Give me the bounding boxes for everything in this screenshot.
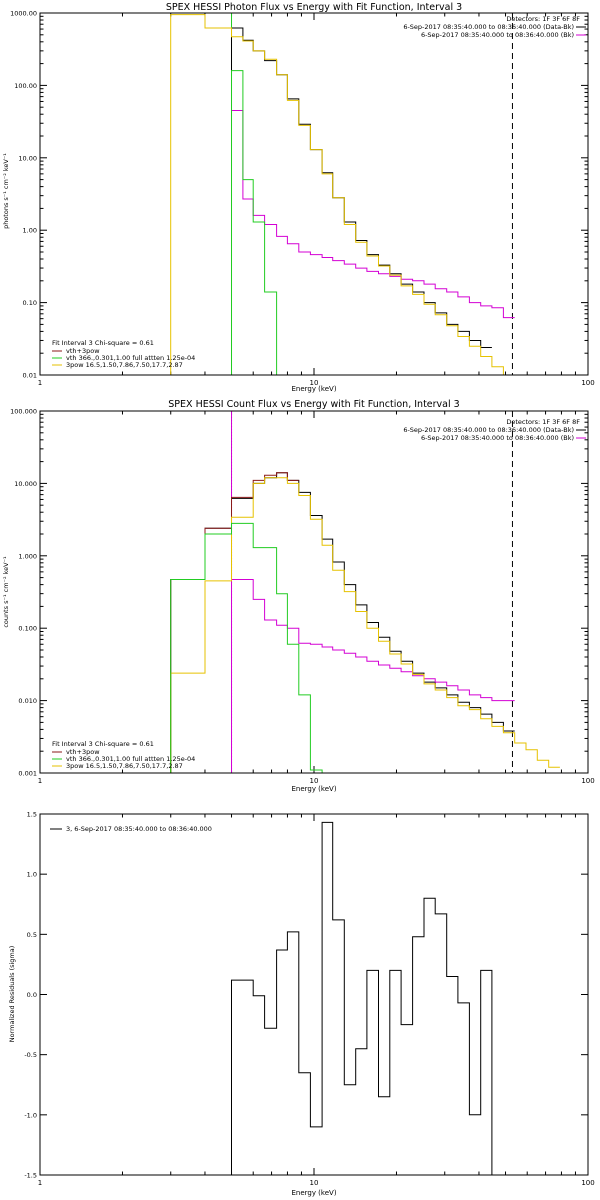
residual-y-tick-label: 1.5 [27, 811, 37, 819]
count-y-tick-label: 100.000 [10, 408, 37, 416]
residual-x-tick-label: 100 [581, 1179, 594, 1187]
residual-y-tick-label: 1.0 [27, 871, 37, 879]
residual-y-tick-label: -1.0 [24, 1111, 37, 1119]
residual-x-tick-label: 1 [38, 1179, 42, 1187]
count-series-vth [170, 522, 333, 774]
photon-detectors-legend: Detectors: 1F 3F 6F 8F 6-Sep-2017 08:35:… [403, 15, 586, 39]
photon-y-tick-label: 100.00 [14, 82, 37, 90]
photon-plot-frame [39, 12, 589, 376]
powerlaw-legend-label: 3pow 16.5,1.50,7.86,7.50,17.7,2.87 [66, 762, 183, 770]
photon-chart-title: SPEX HESSI Photon Flux vs Energy with Fi… [166, 2, 462, 13]
thermal-legend-label: vth 366.,0.301,1.00 full attten 1.25e-04 [66, 354, 195, 362]
photon-y-tick-label: 10.00 [18, 154, 37, 162]
count-fit-legend: Fit Interval 3 Chi-square = 0.61 vth+3po… [52, 740, 195, 770]
total-fit-legend-label: vth+3pow [66, 347, 100, 355]
count-y-tick-label: 1.000 [18, 552, 37, 560]
residual-legend-label: 3, 6-Sep-2017 08:35:40.000 to 08:36:40.0… [66, 825, 212, 833]
residuals-marks: 1 10 100 -1.5 -1.0 -0.5 0.0 0.5 1.0 1.5 [24, 811, 594, 1188]
count-xlabel: Energy (keV) [291, 785, 336, 793]
photon-fit-legend: Fit Interval 3 Chi-square = 0.61 vth+3po… [52, 339, 195, 369]
photon-series-vth-3pow [170, 14, 560, 376]
photon-marks: 1 10 100 0.01 0.10 1.00 10.00 100.00 1000.00 [10, 10, 595, 388]
count-series-vth-3pow [170, 477, 560, 773]
photon-flux-panel: SPEX HESSI Photon Flux vs Energy with Fi… [2, 2, 595, 393]
photon-xlabel: Energy (keV) [291, 385, 336, 393]
fit-interval-label: Fit Interval 3 Chi-square = 0.61 [52, 740, 154, 748]
fit-interval-label: Fit Interval 3 Chi-square = 0.61 [52, 339, 154, 347]
thermal-legend-label: vth 366.,0.301,1.00 full attten 1.25e-04 [66, 755, 195, 763]
photon-y-tick-label: 0.10 [23, 299, 37, 307]
photon-y-tick-label: 1.00 [23, 227, 37, 235]
count-y-tick-label: 0.001 [18, 770, 37, 778]
count-series-background [170, 472, 299, 773]
residuals-ylabel: Normalized Residuals (sigma) [8, 946, 16, 1043]
count-x-tick-label: 100 [581, 777, 594, 785]
residual-y-tick-label: 0.0 [27, 991, 37, 999]
powerlaw-legend-label: 3pow 16.5,1.50,7.86,7.50,17.7,2.87 [66, 361, 183, 369]
count-flux-panel: SPEX HESSI Count Flux vs Energy with Fit… [2, 399, 595, 793]
photon-x-tick-label: 10 [310, 379, 319, 387]
count-marks: 1 10 100 0.001 0.010 0.100 1.000 10.000 100.000 [10, 408, 595, 786]
photon-ylabel: photons s⁻¹ cm⁻² keV⁻¹ [2, 153, 10, 229]
count-series-data-bk [170, 472, 515, 773]
residual-y-tick-label: -0.5 [24, 1051, 37, 1059]
detectors-label: Detectors: 1F 3F 6F 8F [506, 418, 580, 426]
photon-series-data-bk [231, 27, 492, 375]
photon-series-vth [231, 70, 288, 376]
count-x-tick-label: 10 [310, 777, 319, 785]
count-plot-frame [39, 410, 589, 774]
residuals-xlabel: Energy (keV) [291, 1189, 336, 1197]
photon-y-tick-label: 0.01 [23, 372, 37, 380]
bk-legend-label: 6-Sep-2017 08:35:40.000 to 08:36:40.000 … [421, 31, 574, 39]
total-fit-legend-label: vth+3pow [66, 748, 100, 756]
residual-series-3-6-sep-2017-08-35-40-000-to-08-36-40-000 [231, 821, 493, 1175]
residual-y-tick-label: 0.5 [27, 931, 37, 939]
bk-legend-label: 6-Sep-2017 08:35:40.000 to 08:36:40.000 … [421, 434, 574, 442]
detectors-label: Detectors: 1F 3F 6F 8F [506, 15, 580, 23]
count-y-tick-label: 0.100 [18, 625, 37, 633]
count-y-tick-label: 0.010 [18, 697, 37, 705]
residuals-plot-frame [39, 813, 589, 1176]
photon-x-tick-label: 100 [581, 379, 594, 387]
data-bk-legend-label: 6-Sep-2017 08:35:40.000 to 08:36:40.000 … [403, 426, 574, 434]
count-series-bk [231, 579, 515, 773]
residuals-panel: Normalized Residuals (sigma) Energy (keV… [8, 811, 595, 1198]
residual-x-tick-label: 10 [310, 1179, 319, 1187]
photon-y-tick-label: 1000.00 [10, 10, 37, 18]
count-detectors-legend: Detectors: 1F 3F 6F 8F 6-Sep-2017 08:35:… [403, 418, 586, 442]
photon-series-bk [231, 110, 515, 375]
residual-y-tick-label: -1.5 [24, 1172, 37, 1180]
count-y-tick-label: 10.000 [14, 480, 37, 488]
data-bk-legend-label: 6-Sep-2017 08:35:40.000 to 08:36:40.000 … [403, 23, 574, 31]
count-chart-title: SPEX HESSI Count Flux vs Energy with Fit… [168, 399, 459, 410]
count-x-tick-label: 1 [38, 777, 42, 785]
count-ylabel: counts s⁻¹ cm⁻² keV⁻¹ [2, 556, 10, 628]
photon-x-tick-label: 1 [38, 379, 42, 387]
